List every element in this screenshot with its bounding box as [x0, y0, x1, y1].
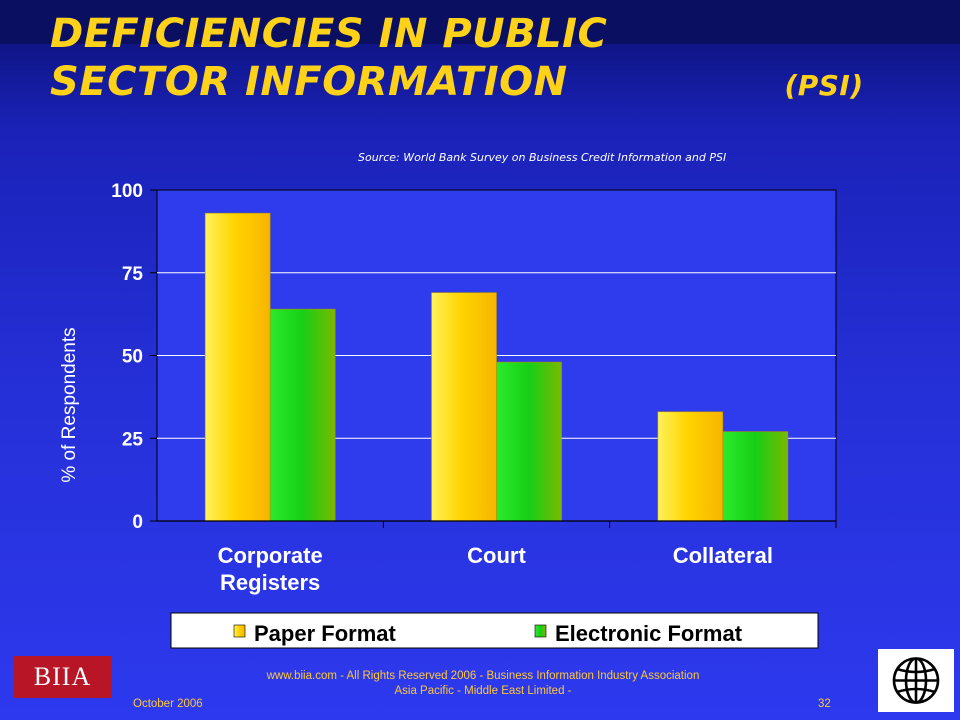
legend-label-electronic: Electronic Format — [555, 621, 743, 646]
y-tick-label: 0 — [132, 512, 143, 533]
page-number: 32 — [818, 698, 831, 710]
y-tick-label: 75 — [122, 264, 144, 285]
footer-copyright: www.biia.com - All Rights Reserved 2006 … — [200, 669, 766, 699]
source-note: Source: World Bank Survey on Business Cr… — [358, 151, 727, 164]
top-band — [0, 0, 960, 44]
footer-line-2: Asia Pacific - Middle East Limited - — [394, 685, 572, 697]
x-tick-label: Court — [467, 543, 526, 568]
footer-date: October 2006 — [133, 698, 203, 710]
y-tick-label: 50 — [122, 347, 143, 368]
bar-electronic-format-corporate-registers — [269, 308, 336, 522]
title-main: DEFICIENCIES IN PUBLIC SECTOR INFORMATIO… — [50, 11, 608, 105]
world-bank-logo — [878, 649, 954, 712]
y-tick-label: 100 — [111, 181, 143, 202]
title-suffix: (PSI) — [784, 69, 864, 102]
legend-swatch-paper — [233, 624, 246, 638]
x-tick-label: Registers — [220, 570, 320, 595]
bar-electronic-format-court — [496, 361, 562, 522]
legend: Paper Format Electronic Format — [170, 612, 819, 649]
legend-box — [170, 612, 819, 649]
bars — [204, 212, 789, 522]
y-tick-label: 25 — [122, 429, 144, 450]
x-tick-label: Collateral — [673, 543, 773, 568]
bar-paper-format-corporate-registers — [204, 212, 271, 522]
x-tick-label: Corporate — [218, 543, 323, 568]
biia-logo: BIIA — [14, 656, 111, 698]
legend-swatch-electronic — [534, 624, 547, 638]
bar-paper-format-court — [431, 292, 497, 522]
y-axis-label: % of Respondents — [59, 327, 80, 482]
legend-label-paper: Paper Format — [254, 621, 396, 646]
footer-line-1: www.biia.com - All Rights Reserved 2006 … — [266, 670, 700, 682]
bar-paper-format-collateral — [657, 411, 724, 522]
slide-title: DEFICIENCIES IN PUBLIC SECTOR INFORMATIO… — [50, 10, 864, 110]
bar-electronic-format-collateral — [722, 431, 789, 522]
world-bank-globe-icon — [892, 657, 940, 704]
